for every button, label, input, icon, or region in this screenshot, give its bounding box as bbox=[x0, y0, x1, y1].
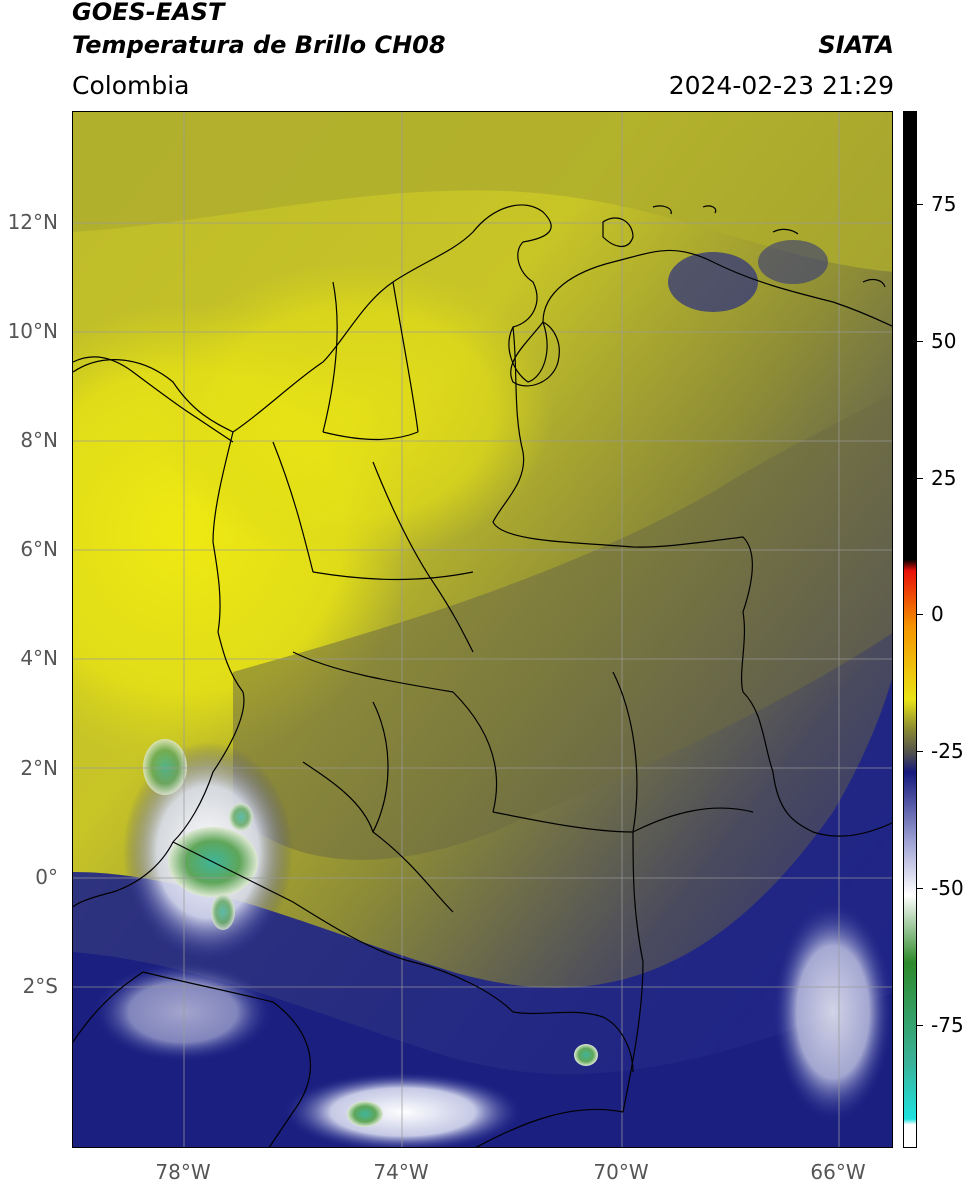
lat-tick-2S: 2°S bbox=[22, 974, 58, 998]
temperature-colorbar bbox=[903, 111, 917, 1148]
timestamp-label: 2024-02-23 21:29 bbox=[668, 71, 894, 100]
lon-tick-74W: 74°W bbox=[373, 1160, 429, 1184]
satellite-map bbox=[72, 111, 893, 1148]
colorbar-tickmark bbox=[917, 1025, 923, 1026]
colorbar-tickmark bbox=[917, 888, 923, 889]
region-label: Colombia bbox=[72, 71, 190, 100]
colorbar-tickmark bbox=[917, 341, 923, 342]
source-label: SIATA bbox=[818, 31, 894, 59]
map-title-line2: Temperatura de Brillo CH08 bbox=[72, 31, 446, 59]
colorbar-tickmark bbox=[917, 204, 923, 205]
colorbar-label-minus50: -50 bbox=[931, 876, 964, 900]
lat-tick-0: 0° bbox=[35, 865, 58, 889]
colorbar-label-50: 50 bbox=[931, 329, 957, 353]
colorbar-label-75: 75 bbox=[931, 192, 957, 216]
brightness-temperature-field bbox=[73, 112, 892, 1147]
colorbar-label-25: 25 bbox=[931, 466, 957, 490]
map-title-line1: GOES-EAST bbox=[72, 0, 225, 26]
lat-tick-4N: 4°N bbox=[20, 646, 58, 670]
colorbar-tickmark bbox=[917, 478, 923, 479]
lat-tick-6N: 6°N bbox=[20, 537, 58, 561]
lat-tick-10N: 10°N bbox=[7, 319, 58, 343]
lat-tick-12N: 12°N bbox=[7, 210, 58, 234]
country-borders bbox=[73, 204, 892, 1147]
lat-tick-8N: 8°N bbox=[20, 428, 58, 452]
lon-tick-66W: 66°W bbox=[810, 1160, 866, 1184]
graticule bbox=[73, 112, 892, 1147]
lon-tick-70W: 70°W bbox=[593, 1160, 649, 1184]
colorbar-label-0: 0 bbox=[931, 602, 944, 626]
colorbar-tickmark bbox=[917, 751, 923, 752]
lat-tick-2N: 2°N bbox=[20, 756, 58, 780]
lon-tick-78W: 78°W bbox=[155, 1160, 211, 1184]
colorbar-tickmark bbox=[917, 614, 923, 615]
colorbar-label-minus25: -25 bbox=[931, 739, 964, 763]
colorbar-label-minus75: -75 bbox=[931, 1013, 964, 1037]
